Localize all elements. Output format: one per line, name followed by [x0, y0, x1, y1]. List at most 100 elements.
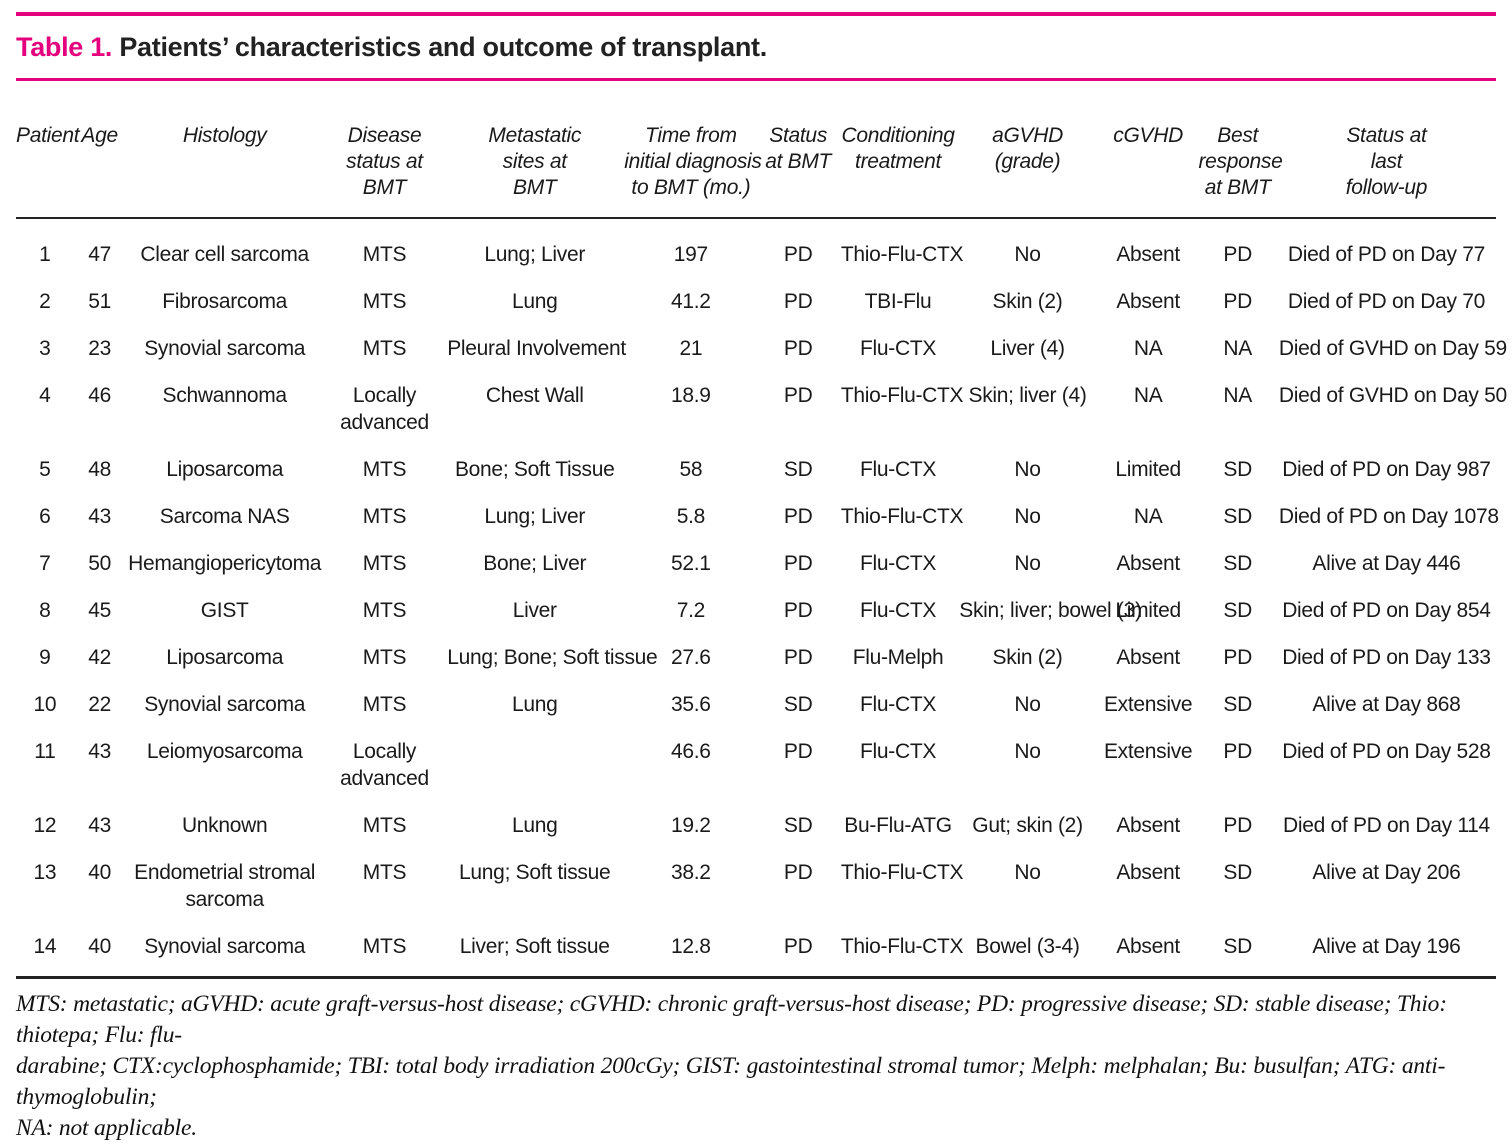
table-cell: MTS — [362, 599, 407, 622]
table-cell: Died of GVHD on Day 59 — [1278, 337, 1507, 360]
table-cell: Thio-Flu-CTX — [840, 935, 964, 958]
table-cell: Absent — [1116, 243, 1180, 266]
table-row: 6 43 Sarcoma NAS MTS Lung; Liver 5.8 PD Thio-Fl… — [16, 493, 1499, 540]
table-cell: Liver; Soft tissue — [459, 935, 610, 958]
table-cell: PD — [783, 552, 813, 575]
table-cell: Thio-Flu-CTX — [840, 861, 964, 884]
table-cell: 5.8 — [676, 505, 706, 528]
table-cell: No — [1014, 458, 1041, 481]
table-cell: SD — [1223, 861, 1252, 884]
table-cell: Died of GVHD on Day 50 — [1278, 384, 1507, 407]
table-cell: No — [1014, 505, 1041, 528]
table-cell: Bone; Soft Tissue — [454, 458, 615, 481]
table-row: 2 51 Fibrosarcoma MTS Lung 41.2 PD TBI-Flu Skin … — [16, 278, 1496, 325]
table-row: 3 23 Synovial sarcoma MTS Pleural Involvemen… — [16, 325, 1507, 372]
table-cell: Alive at Day 206 — [1312, 861, 1461, 884]
table-cell: 35.6 — [671, 693, 711, 716]
table-cell: Clear cell sarcoma — [140, 243, 309, 266]
column-header: cGVHD — [1097, 81, 1199, 219]
table-cell: MTS — [362, 935, 407, 958]
table-cell: Gut; skin (2) — [972, 814, 1083, 837]
table-cell: MTS — [362, 552, 407, 575]
column-header: Histology — [125, 81, 324, 219]
table-cell: Fibrosarcoma — [162, 290, 288, 313]
table-cell: Extensive — [1103, 693, 1193, 716]
table-cell: 3 — [39, 337, 51, 360]
table-cell: PD — [1223, 740, 1252, 763]
table-cell: Flu-CTX — [860, 552, 937, 575]
table-cell: Synovial sarcoma — [144, 337, 306, 360]
table-cell: NA — [1133, 337, 1163, 360]
table-cell: Schwannoma — [162, 384, 288, 407]
table-cell: Skin; liver (4) — [968, 384, 1087, 407]
column-header: Time from initial diagnosis to BMT (mo.) — [624, 81, 762, 219]
table-title-text: Patients’ characteristics and outcome of… — [112, 32, 767, 62]
table-cell: MTS — [362, 243, 407, 266]
table-cell: 43 — [88, 740, 111, 763]
patients-table: Patient Age Histology Disease status at BMT Me… — [16, 81, 1507, 976]
table-row: 13 40 Endometrial stromal sarcoma MTS Lung; … — [16, 849, 1496, 923]
table-row: 4 46 Schwannoma Locally advanced Chest Wall 1… — [16, 372, 1507, 446]
table-cell: NA — [1133, 505, 1163, 528]
table-cell: 22 — [88, 693, 111, 716]
column-header: Status at BMT — [757, 81, 839, 219]
table-cell: Endometrial stromal sarcoma — [134, 861, 316, 911]
table-cell: 27.6 — [671, 646, 711, 669]
table-cell: MTS — [362, 646, 407, 669]
table-cell: Lung; Liver — [484, 505, 586, 528]
table-cell: Lung; Liver — [484, 243, 586, 266]
table-cell: 14 — [33, 935, 57, 958]
table-cell: 40 — [88, 861, 111, 884]
column-header: Age — [73, 81, 126, 219]
table-cell: NA — [1223, 337, 1252, 360]
table-cell: 47 — [88, 243, 111, 266]
table-cell: Absent — [1116, 646, 1180, 669]
table-cell: Alive at Day 196 — [1312, 935, 1461, 958]
table-cell: PD — [1223, 290, 1252, 313]
table-cell: PD — [783, 740, 813, 763]
table-row: 11 43 Leiomyosarcoma Locally advanced 46.6 PD… — [16, 728, 1496, 802]
table-cell: 43 — [88, 814, 111, 837]
table-cell: Absent — [1116, 290, 1180, 313]
table-cell: Unknown — [181, 814, 268, 837]
table-cell: 58 — [679, 458, 703, 481]
footnote-line: darabine; CTX:cyclophosphamide; TBI: tot… — [16, 1053, 1446, 1110]
table-cell: 2 — [39, 290, 51, 313]
table-cell: Bone; Liver — [483, 552, 587, 575]
table-cell: 8 — [39, 599, 51, 622]
table-cell: Died of PD on Day 1078 — [1278, 505, 1499, 528]
table-cell: Absent — [1116, 814, 1180, 837]
table-cell: Locally advanced — [340, 384, 429, 434]
table-cell: 38.2 — [671, 861, 711, 884]
table-row: 8 45 GIST MTS Liver 7.2 PD Flu-CTX Skin; liver; … — [16, 587, 1496, 634]
table-row: 9 42 Liposarcoma MTS Lung; Bone; Soft tissue… — [16, 634, 1496, 681]
table-cell: MTS — [362, 337, 407, 360]
table-cell: MTS — [362, 861, 407, 884]
column-header: Disease status at BMT — [323, 81, 446, 219]
table-cell: SD — [1223, 505, 1252, 528]
table-cell: Limited — [1115, 458, 1181, 481]
table-cell: PD — [783, 861, 813, 884]
table-cell: 23 — [88, 337, 111, 360]
table-cell: PD — [1223, 814, 1252, 837]
table-cell: PD — [783, 384, 813, 407]
table-cell: 18.9 — [671, 384, 711, 407]
table-cell: MTS — [362, 693, 407, 716]
table-cell: 41.2 — [671, 290, 711, 313]
table-cell: 13 — [33, 861, 57, 884]
table-row: 5 48 Liposarcoma MTS Bone; Soft Tissue 58 SD Fl… — [16, 446, 1496, 493]
table-cell: Lung; Bone; Soft tissue — [447, 646, 658, 669]
table-cell: MTS — [362, 814, 407, 837]
table-cell: 43 — [88, 505, 111, 528]
table-cell: 12.8 — [671, 935, 711, 958]
table-cell: No — [1014, 243, 1041, 266]
table-cell: PD — [1223, 646, 1252, 669]
table-cell: Limited — [1115, 599, 1181, 622]
table-cell: Died of PD on Day 77 — [1287, 243, 1485, 266]
footnote-line: NA: not applicable. — [16, 1115, 197, 1141]
table-cell: Flu-CTX — [860, 599, 937, 622]
table-cell: Skin (2) — [992, 646, 1063, 669]
table-cell: Synovial sarcoma — [144, 693, 306, 716]
table-cell: Absent — [1116, 935, 1180, 958]
table-cell: Alive at Day 868 — [1312, 693, 1461, 716]
